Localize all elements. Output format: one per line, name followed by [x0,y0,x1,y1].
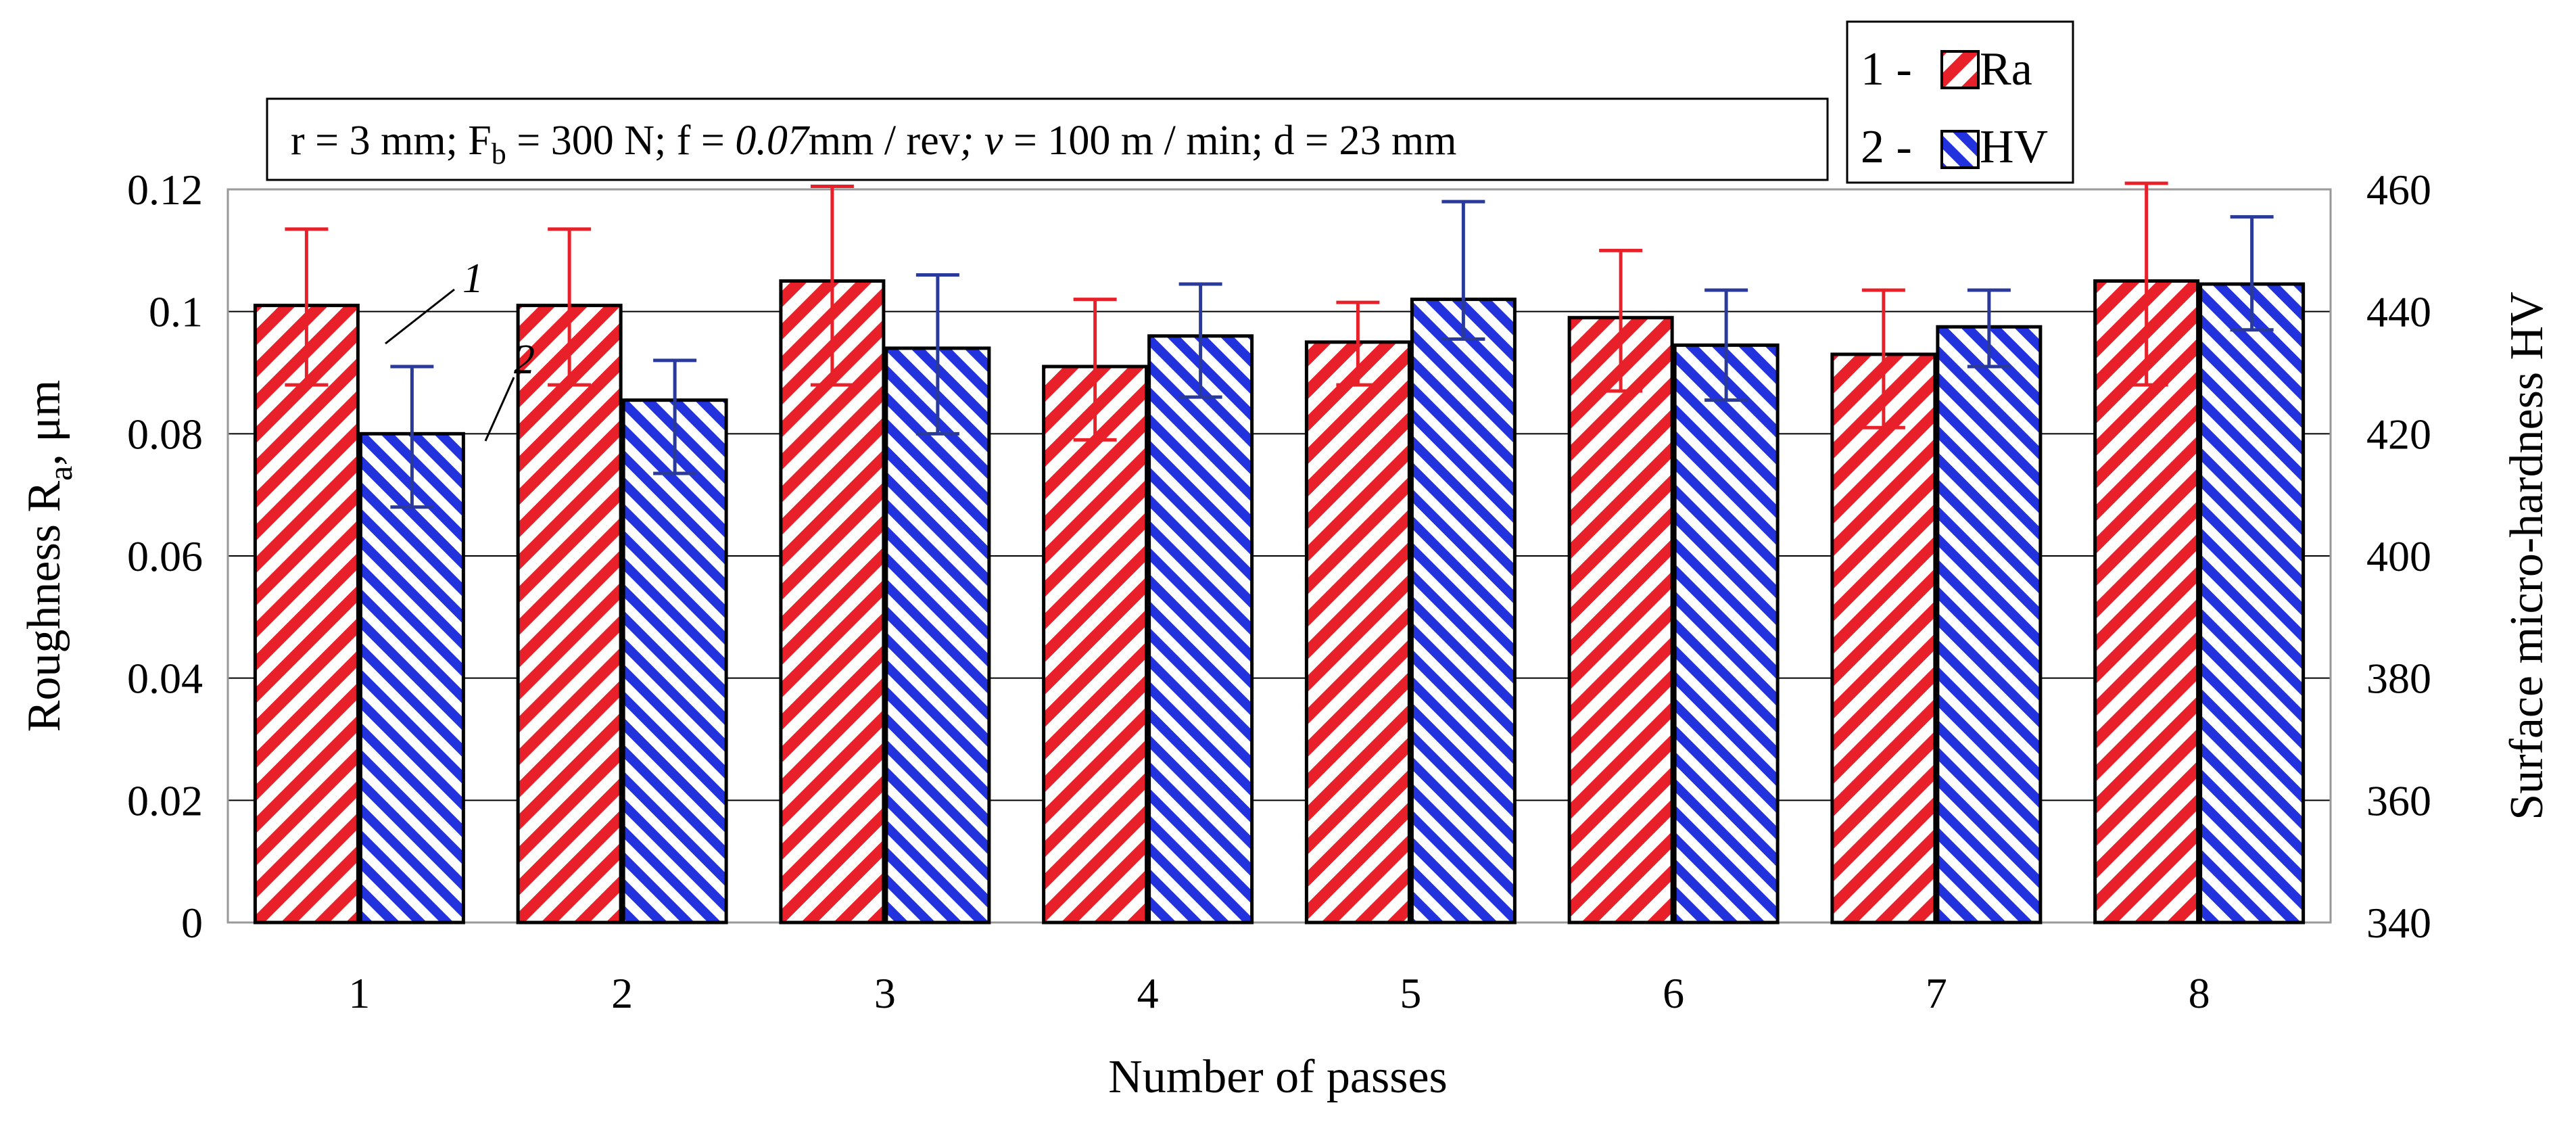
left-tick-label: 0.04 [127,655,203,703]
left-axis-ticks: 0 0.02 0.04 0.06 0.08 0.1 0.12 [127,166,203,947]
bar-hv [358,431,465,925]
legend-prefix-hv: 2 - [1861,121,1912,173]
legend-label-hv: HV [1980,121,2048,173]
conditions-box: r = 3 mm; Fb = 300 N; f = 0.07mm / rev; … [266,97,1829,181]
legend: 1 - Ra 2 - HV [1846,20,2074,184]
bar-ra [1830,352,1937,925]
right-tick-label: 360 [2366,776,2431,824]
left-axis-label: Roughness Ra, μm [18,380,79,732]
legend-swatch-hv [1940,130,1980,169]
left-tick-label: 0.02 [127,776,203,824]
legend-label-ra: Ra [1980,43,2032,95]
x-tick-label: 2 [611,969,633,1017]
left-tick-label: 0.12 [127,166,203,214]
right-axis-label: Surface micro-hardness HV [2501,291,2553,820]
plot-area [226,188,2332,924]
annotation-2: 2 [514,337,535,383]
bar-ra [1567,316,1674,925]
left-tick-label: 0.1 [149,288,203,336]
series-annotations: 1 2 [385,256,535,442]
x-tick-label: 6 [1663,969,1684,1017]
legend-prefix-ra: 1 - [1861,43,1912,95]
x-tick-label: 8 [2189,969,2210,1017]
bar-ra [2093,279,2200,925]
right-axis-ticks: 340 360 380 400 420 440 460 [2366,166,2431,947]
bar-hv [1410,298,1517,925]
right-tick-label: 400 [2366,532,2431,580]
right-tick-label: 440 [2366,288,2431,336]
x-axis-ticks: 1 2 3 4 5 6 7 8 [348,969,2210,1017]
left-tick-label: 0.08 [127,410,203,458]
x-tick-label: 7 [1926,969,1947,1017]
bar-hv [884,346,991,925]
bars-group [253,279,2306,925]
right-tick-label: 420 [2366,410,2431,458]
bar-ra [1304,340,1411,925]
left-axis-label-main: Roughness R [18,481,70,732]
x-axis-label: Number of passes [1108,1051,1448,1103]
x-tick-label: 5 [1400,969,1421,1017]
bar-hv [1936,325,2043,925]
annotation-1-leader [385,288,455,345]
annotation-1: 1 [462,256,483,302]
bar-hv [1147,334,1254,925]
left-tick-label: 0 [181,899,203,947]
x-tick-label: 3 [874,969,896,1017]
annotation-2-leader [484,377,515,442]
bar-ra [1042,365,1149,925]
bar-ra [253,304,360,925]
left-axis-label-sub: a [41,466,79,481]
bar-ra [516,304,623,925]
conditions-text: r = 3 mm; Fb = 300 N; f = 0.07mm / rev; … [291,118,1456,170]
left-axis-label-unit: , μm [18,380,70,466]
errorbars-group [285,181,2274,509]
x-tick-label: 1 [348,969,370,1017]
left-tick-label: 0.06 [127,532,203,580]
right-tick-label: 340 [2366,899,2431,947]
bar-hv [2199,282,2306,925]
bar-hv [621,398,728,925]
bar-hv [1673,343,1780,925]
x-tick-label: 4 [1137,969,1159,1017]
legend-swatch-ra [1940,50,1980,89]
right-tick-label: 380 [2366,655,2431,703]
right-tick-label: 460 [2366,166,2431,214]
